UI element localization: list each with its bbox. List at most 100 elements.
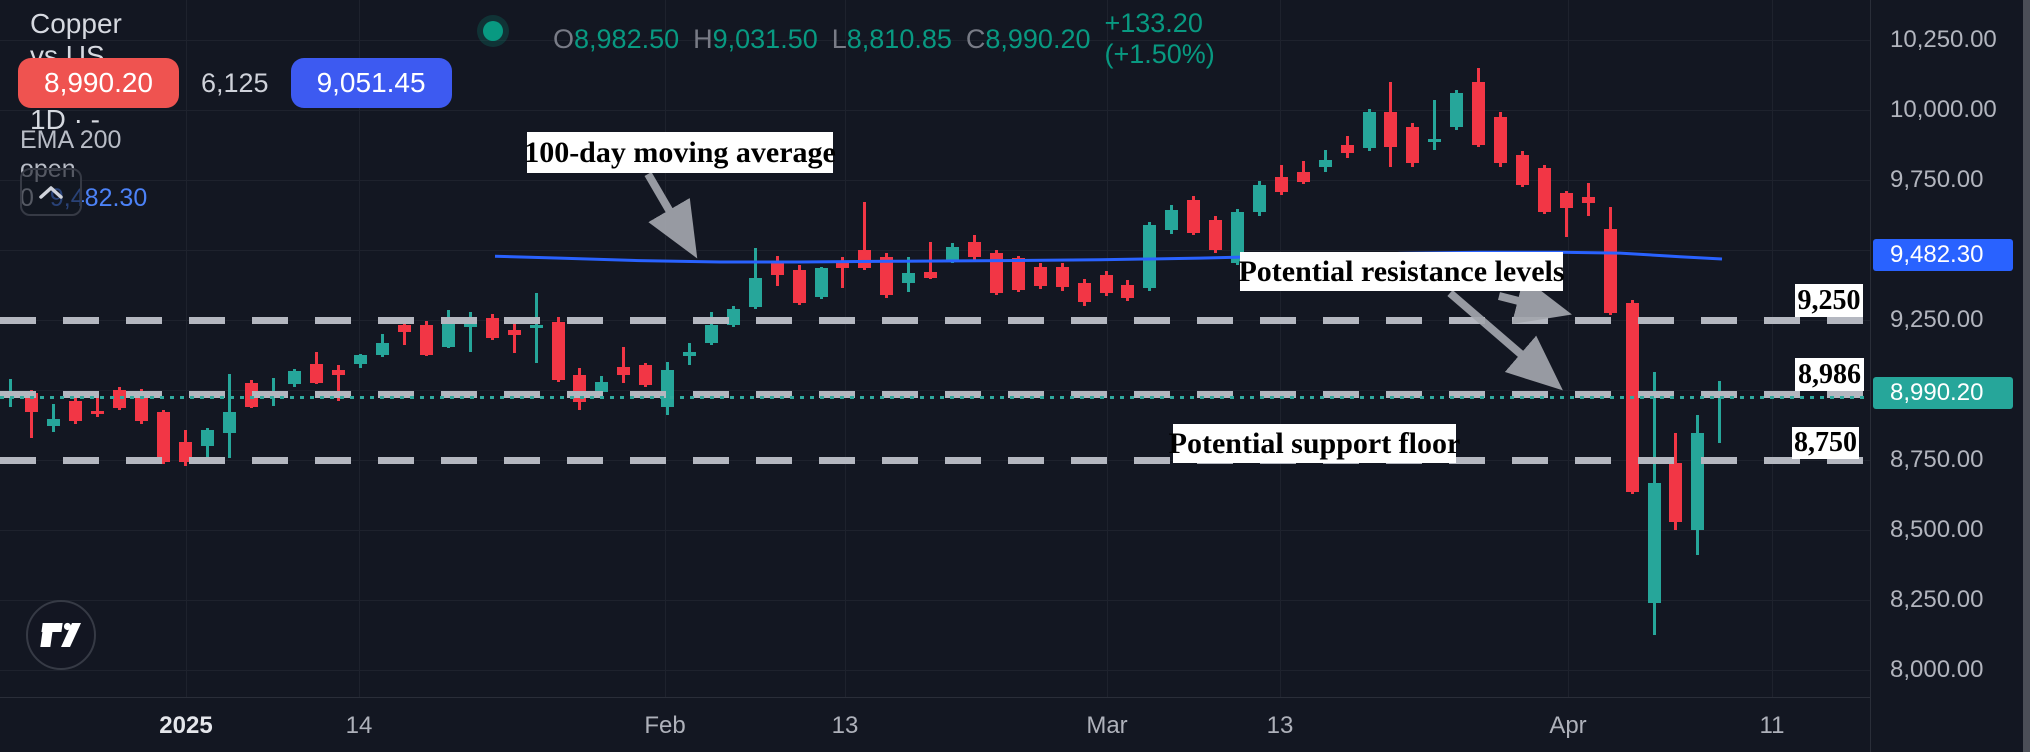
candle xyxy=(178,442,192,462)
annotation-moving-average[interactable]: 100-day moving average xyxy=(524,132,836,173)
x-axis-label: 2025 xyxy=(159,712,213,739)
candle xyxy=(1428,139,1442,143)
candle xyxy=(200,430,214,446)
candle-wick xyxy=(841,257,845,289)
candle xyxy=(924,272,938,278)
candle xyxy=(661,370,675,408)
candle xyxy=(814,267,828,298)
collapse-legend-button[interactable] xyxy=(20,168,82,216)
candle xyxy=(1450,92,1464,128)
candle-wick xyxy=(1564,190,1568,238)
candle xyxy=(1581,197,1595,203)
candle xyxy=(1559,192,1573,208)
candle-wick xyxy=(622,346,626,383)
y-axis-label: 9,750.00 xyxy=(1890,166,1984,193)
candle xyxy=(376,342,390,355)
price-tag-9250[interactable]: 9,250 xyxy=(1795,284,1863,317)
candle xyxy=(748,278,762,308)
x-axis-label: 13 xyxy=(1266,712,1294,739)
candle xyxy=(1318,160,1332,168)
level-line-resistance[interactable] xyxy=(0,317,1870,324)
x-axis-label: Apr xyxy=(1549,712,1587,739)
candle xyxy=(332,370,346,375)
price-axis[interactable]: 10,250.00 10,000.00 9,750.00 9,250.00 8,750.… xyxy=(1870,0,2030,752)
candle-wick xyxy=(1718,381,1722,443)
candle xyxy=(551,321,565,380)
price-tag-8750[interactable]: 8,750 xyxy=(1792,427,1859,459)
h-gridline xyxy=(0,110,1870,111)
candle xyxy=(1077,283,1091,303)
ask-price-badge[interactable]: 9,051.45 xyxy=(290,58,452,108)
candle xyxy=(354,355,368,364)
y-axis-label: 8,750.00 xyxy=(1890,446,1984,473)
annotation-resistance-levels[interactable]: Potential resistance levels xyxy=(1238,252,1565,291)
candle xyxy=(989,253,1003,294)
candle-wick xyxy=(30,390,34,438)
candle-wick xyxy=(468,311,472,352)
chart-canvas[interactable] xyxy=(0,0,1870,697)
candle xyxy=(1209,220,1223,250)
current-price-line xyxy=(0,396,1870,400)
candle-wick xyxy=(403,320,407,345)
level-line-support[interactable] xyxy=(0,457,1870,464)
candle-wick xyxy=(52,404,56,432)
candle xyxy=(1165,209,1179,231)
candle xyxy=(1033,266,1047,286)
v-gridline xyxy=(1107,0,1108,697)
tradingview-logo-button[interactable] xyxy=(26,600,96,670)
market-status-icon[interactable] xyxy=(483,21,503,41)
candle xyxy=(398,325,412,333)
y-axis-label: 10,250.00 xyxy=(1890,26,1997,53)
candle-wick xyxy=(512,320,516,354)
annotation-support-floor[interactable]: Potential support floor xyxy=(1169,424,1460,463)
v-gridline xyxy=(1772,0,1773,697)
candle xyxy=(1296,171,1310,182)
h-gridline xyxy=(0,670,1870,671)
y-axis-label: 8,000.00 xyxy=(1890,656,1984,683)
candle xyxy=(47,419,61,427)
candle xyxy=(639,365,653,385)
candle xyxy=(135,398,149,421)
candle xyxy=(310,363,324,383)
price-tag-8986[interactable]: 8,986 xyxy=(1795,358,1864,391)
y-axis-label: 8,250.00 xyxy=(1890,586,1984,613)
h-gridline xyxy=(0,530,1870,531)
h-gridline xyxy=(0,250,1870,251)
close-value: 8,990.20 xyxy=(985,23,1091,54)
candle xyxy=(617,367,631,375)
candle-wick xyxy=(1433,99,1437,151)
candle xyxy=(858,250,872,268)
candle xyxy=(1274,176,1288,193)
candle xyxy=(1252,185,1266,212)
ema-value-axis-badge[interactable]: 9,482.30 xyxy=(1873,238,2013,271)
low-label: L xyxy=(831,23,847,54)
price-badges: 8,990.20 6,125 9,051.45 xyxy=(18,58,452,108)
bid-price-badge[interactable]: 8,990.20 xyxy=(18,58,179,108)
candle xyxy=(1055,267,1069,287)
change-value: +133.20 (+1.50%) xyxy=(1104,8,1215,69)
ohlc-readout: O 8,982.50 H 9,031.50 L 8,810.85 C 8,990… xyxy=(553,8,1215,70)
candle xyxy=(1011,258,1025,291)
level-line-resistance[interactable] xyxy=(0,390,1870,398)
candle xyxy=(683,351,697,357)
candle xyxy=(1472,82,1486,145)
current-price-axis-badge[interactable]: 8,990.20 xyxy=(1873,376,2013,409)
candle-wick xyxy=(863,202,867,270)
scrollbar[interactable] xyxy=(2023,0,2030,752)
close-label: C xyxy=(965,23,986,54)
candle xyxy=(836,262,850,268)
candle xyxy=(91,411,105,414)
candle xyxy=(156,412,170,462)
candle xyxy=(1231,211,1245,263)
open-label: O xyxy=(553,23,575,54)
candle xyxy=(595,381,609,392)
candle xyxy=(1121,285,1135,298)
time-axis[interactable]: 2025 14 Feb 13 Mar 13 Apr 11 xyxy=(0,697,2030,752)
candle xyxy=(902,272,916,284)
y-axis-label: 10,000.00 xyxy=(1890,96,1997,123)
candle xyxy=(1099,274,1113,294)
x-axis-label: 14 xyxy=(345,712,373,739)
v-gridline xyxy=(1568,0,1569,697)
candle xyxy=(420,325,433,355)
h-gridline xyxy=(0,390,1870,391)
